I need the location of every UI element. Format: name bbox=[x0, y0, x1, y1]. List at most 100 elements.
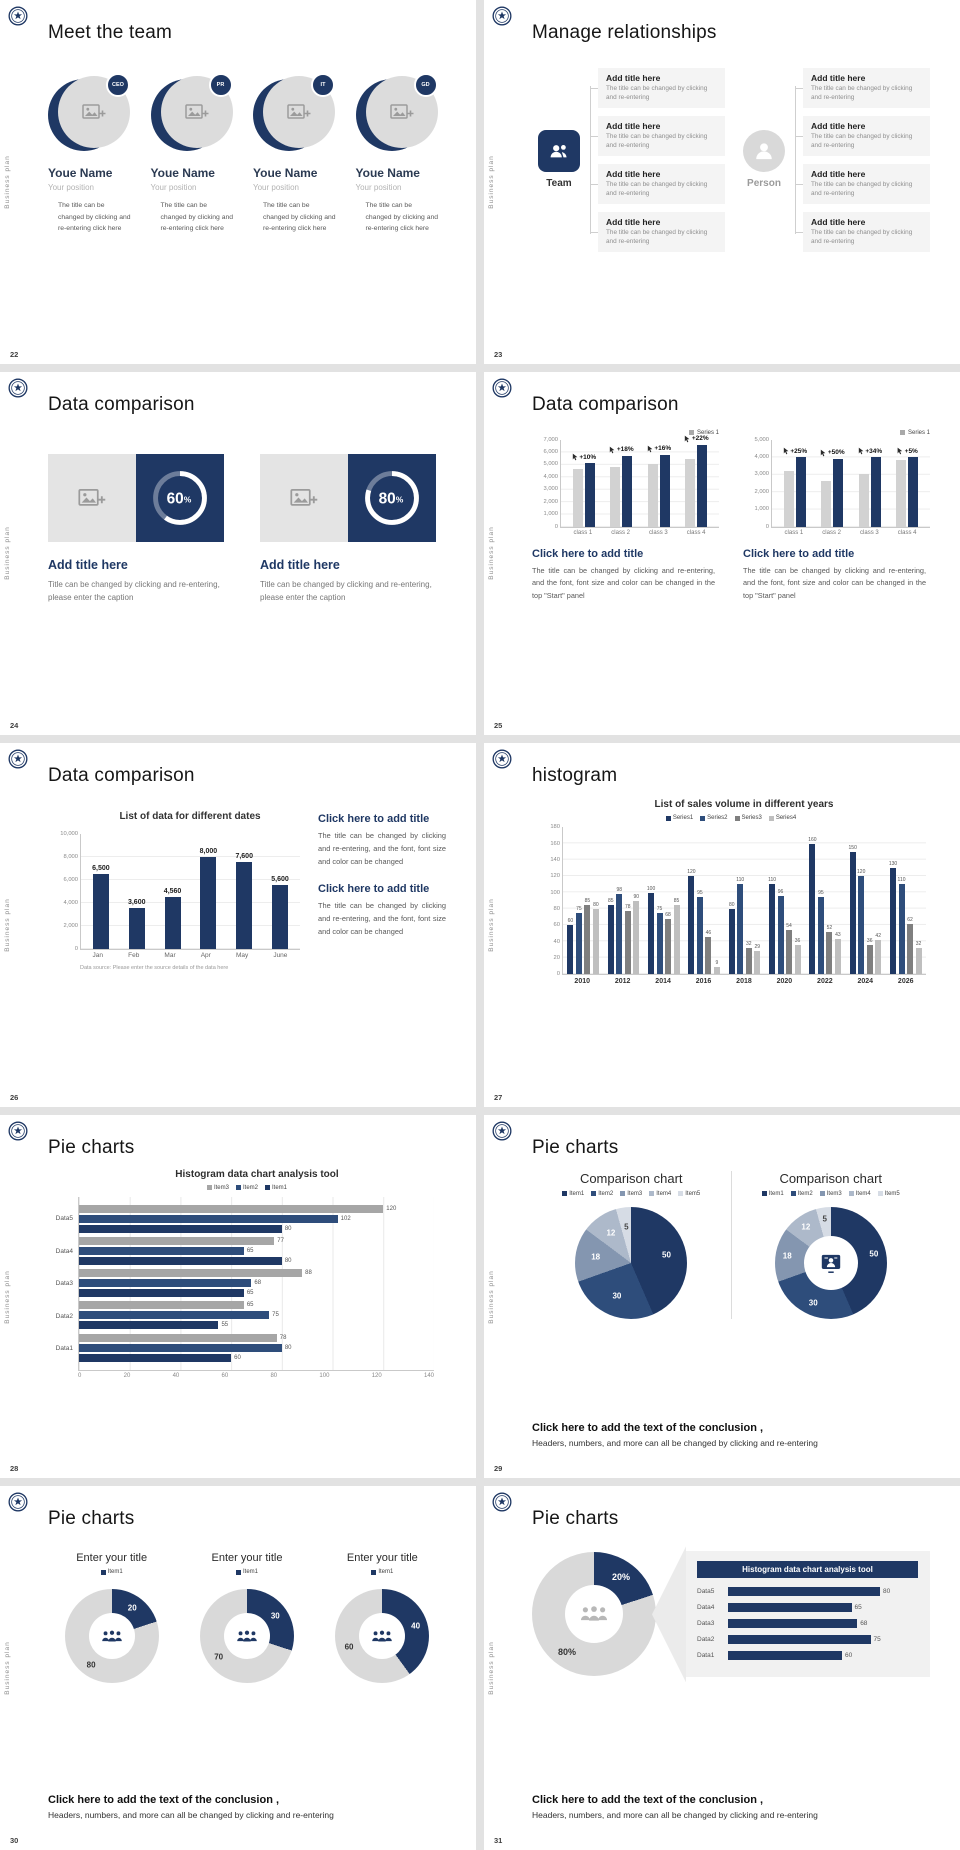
bar bbox=[705, 936, 712, 975]
bar bbox=[236, 861, 253, 950]
growth-label: +25% bbox=[782, 447, 807, 455]
slide-title: Data comparison bbox=[48, 393, 195, 415]
relation-item-description: The title can be changed by clicking and… bbox=[811, 228, 913, 245]
bar bbox=[79, 1269, 303, 1278]
y-axis-label: 6,000 bbox=[543, 449, 558, 456]
card-description: Title can be changed by clicking and re-… bbox=[260, 579, 432, 603]
chart-legend: Item1 Item2 Item3 Item4 Item5 bbox=[562, 1191, 700, 1197]
emblem-logo-icon bbox=[8, 1492, 28, 1512]
bar-group: 160 95 52 43 bbox=[808, 827, 842, 975]
relation-item-description: The title can be changed by clicking and… bbox=[606, 228, 708, 245]
slide-title: Pie charts bbox=[48, 1508, 135, 1530]
relation-item-title: Add title here bbox=[606, 216, 661, 227]
legend-item: Item2 bbox=[235, 1185, 258, 1191]
slice-value-label: 50 bbox=[662, 1250, 671, 1260]
bar bbox=[79, 1289, 244, 1298]
member-role-badge: CEO bbox=[106, 73, 130, 97]
people-group-icon bbox=[372, 1630, 393, 1642]
slide-22-thumbnail[interactable]: Business plan Meet the team CEO Youe Name… bbox=[0, 0, 476, 364]
bar-value-label: 80 bbox=[284, 1225, 292, 1232]
bar bbox=[79, 1204, 384, 1213]
bar bbox=[728, 1651, 842, 1661]
cursor-pointer-icon bbox=[647, 445, 653, 452]
bar-row: Data3 68 bbox=[697, 1619, 918, 1629]
bar bbox=[769, 884, 776, 975]
bar-series-1 bbox=[647, 464, 658, 527]
bar-plot: 7,000 6,000 5,000 4,000 3,000 2,000 1,000 0 +10%… bbox=[543, 435, 719, 530]
bar-pair: +50% bbox=[820, 440, 845, 527]
emblem-logo-icon bbox=[492, 1121, 512, 1141]
slide-31-thumbnail[interactable]: Business plan Pie charts 20% 80% Histogram… bbox=[484, 1486, 960, 1850]
bar-series-2 bbox=[659, 454, 670, 527]
member-name: Youe Name bbox=[48, 166, 113, 180]
member-avatar: IT bbox=[253, 73, 339, 154]
bar-pair: +5% bbox=[896, 440, 919, 527]
x-axis-label: Jan bbox=[92, 952, 104, 960]
cursor-pointer-icon bbox=[858, 447, 864, 455]
bar-value-label: 120 bbox=[386, 1205, 397, 1212]
percent-ring-icon: 80% bbox=[365, 470, 419, 525]
team-people-icon bbox=[550, 145, 567, 158]
bar bbox=[728, 908, 735, 975]
chart-title: List of data for different dates bbox=[119, 811, 261, 823]
legend-label: Item1 bbox=[272, 1184, 288, 1191]
slide-24-thumbnail[interactable]: Business plan Data comparison 60% Add tit… bbox=[0, 371, 476, 736]
legend-item: Item1 bbox=[562, 1191, 584, 1197]
x-axis-label: class 2 bbox=[611, 529, 630, 536]
bar-value-label: 68 bbox=[860, 1620, 868, 1628]
bar-value-label: 60 bbox=[567, 918, 574, 925]
bar-value-label: 32 bbox=[745, 941, 752, 948]
bar-value-label: 110 bbox=[768, 877, 777, 884]
member-description: The title can be changed by clicking and… bbox=[365, 202, 439, 233]
bar-value-label: 85 bbox=[673, 897, 680, 904]
emblem-logo-icon bbox=[492, 749, 512, 769]
legend-item: Item3 bbox=[819, 1191, 842, 1197]
pie-title: Comparison chart bbox=[779, 1170, 883, 1186]
slide-27-thumbnail[interactable]: Business plan histogram List of sales vo… bbox=[484, 743, 960, 1107]
donut-hole bbox=[359, 1613, 406, 1660]
comparison-card: 80% Add title here Title can be changed by… bbox=[260, 453, 446, 605]
bar-plot: 5,000 4,000 3,000 2,000 1,000 0 +25% +50% +34% +5… bbox=[754, 437, 930, 530]
bar-value-label: 60 bbox=[845, 1652, 853, 1660]
comparison-bar-chart: Series 1 5,000 4,000 3,000 2,000 1,000 0 +25% +5… bbox=[743, 428, 930, 603]
emblem-logo bbox=[8, 1492, 28, 1512]
note-description: The title can be changed by clicking and… bbox=[318, 831, 446, 867]
donut-callout-chart: 20% 80% Histogram data chart analysis tool… bbox=[532, 1546, 930, 1683]
bar bbox=[567, 925, 574, 975]
legend-label: Item2 bbox=[797, 1190, 813, 1197]
legend-swatch bbox=[591, 1191, 597, 1197]
bar-series-1 bbox=[896, 460, 907, 527]
slide-25-thumbnail[interactable]: Business plan Data comparison Series 1 7,… bbox=[484, 371, 960, 736]
relation-item-title: Add title here bbox=[811, 168, 866, 179]
bar bbox=[79, 1333, 277, 1342]
slide-29-thumbnail[interactable]: Business plan Pie charts Comparison char… bbox=[484, 1114, 960, 1479]
bar bbox=[633, 900, 640, 975]
presenter-icon bbox=[821, 1254, 840, 1273]
slide-30-thumbnail[interactable]: Business plan Pie charts Enter your titl… bbox=[0, 1486, 476, 1850]
bar-value-label: 32 bbox=[915, 941, 922, 948]
legend-swatch bbox=[235, 1569, 241, 1575]
bar-group: 150 120 36 42 bbox=[849, 827, 882, 975]
y-axis-label: 3,000 bbox=[754, 471, 769, 478]
growth-label: +5% bbox=[897, 447, 918, 455]
slide-23-thumbnail[interactable]: Business plan Manage relationships Team A… bbox=[484, 0, 960, 364]
x-axis-label: 2014 bbox=[655, 978, 671, 986]
legend-swatch bbox=[790, 1191, 796, 1197]
growth-label: +50% bbox=[820, 449, 845, 457]
category-label: Data4 bbox=[55, 1247, 73, 1255]
chart-legend: Item1 bbox=[235, 1569, 258, 1575]
category-label: Data2 bbox=[697, 1636, 715, 1644]
growth-value: +34% bbox=[865, 447, 883, 455]
slide-28-thumbnail[interactable]: Business plan Pie charts Histogram data … bbox=[0, 1114, 476, 1479]
slide-title: histogram bbox=[532, 765, 618, 787]
bar-value-label: 96 bbox=[777, 888, 784, 895]
y-axis-label: 80 bbox=[553, 905, 560, 912]
growth-label: +22% bbox=[684, 435, 709, 443]
y-axis-label: 60 bbox=[553, 922, 560, 929]
conclusion-block: Click here to add the text of the conclu… bbox=[532, 1794, 930, 1820]
svg-text:80%: 80% bbox=[379, 490, 404, 507]
bar-value-label: 62 bbox=[907, 916, 913, 923]
y-axis-label: 0 bbox=[554, 523, 558, 530]
emblem-logo-icon bbox=[492, 6, 512, 26]
slide-26-thumbnail[interactable]: Business plan Data comparison List of da… bbox=[0, 743, 476, 1107]
